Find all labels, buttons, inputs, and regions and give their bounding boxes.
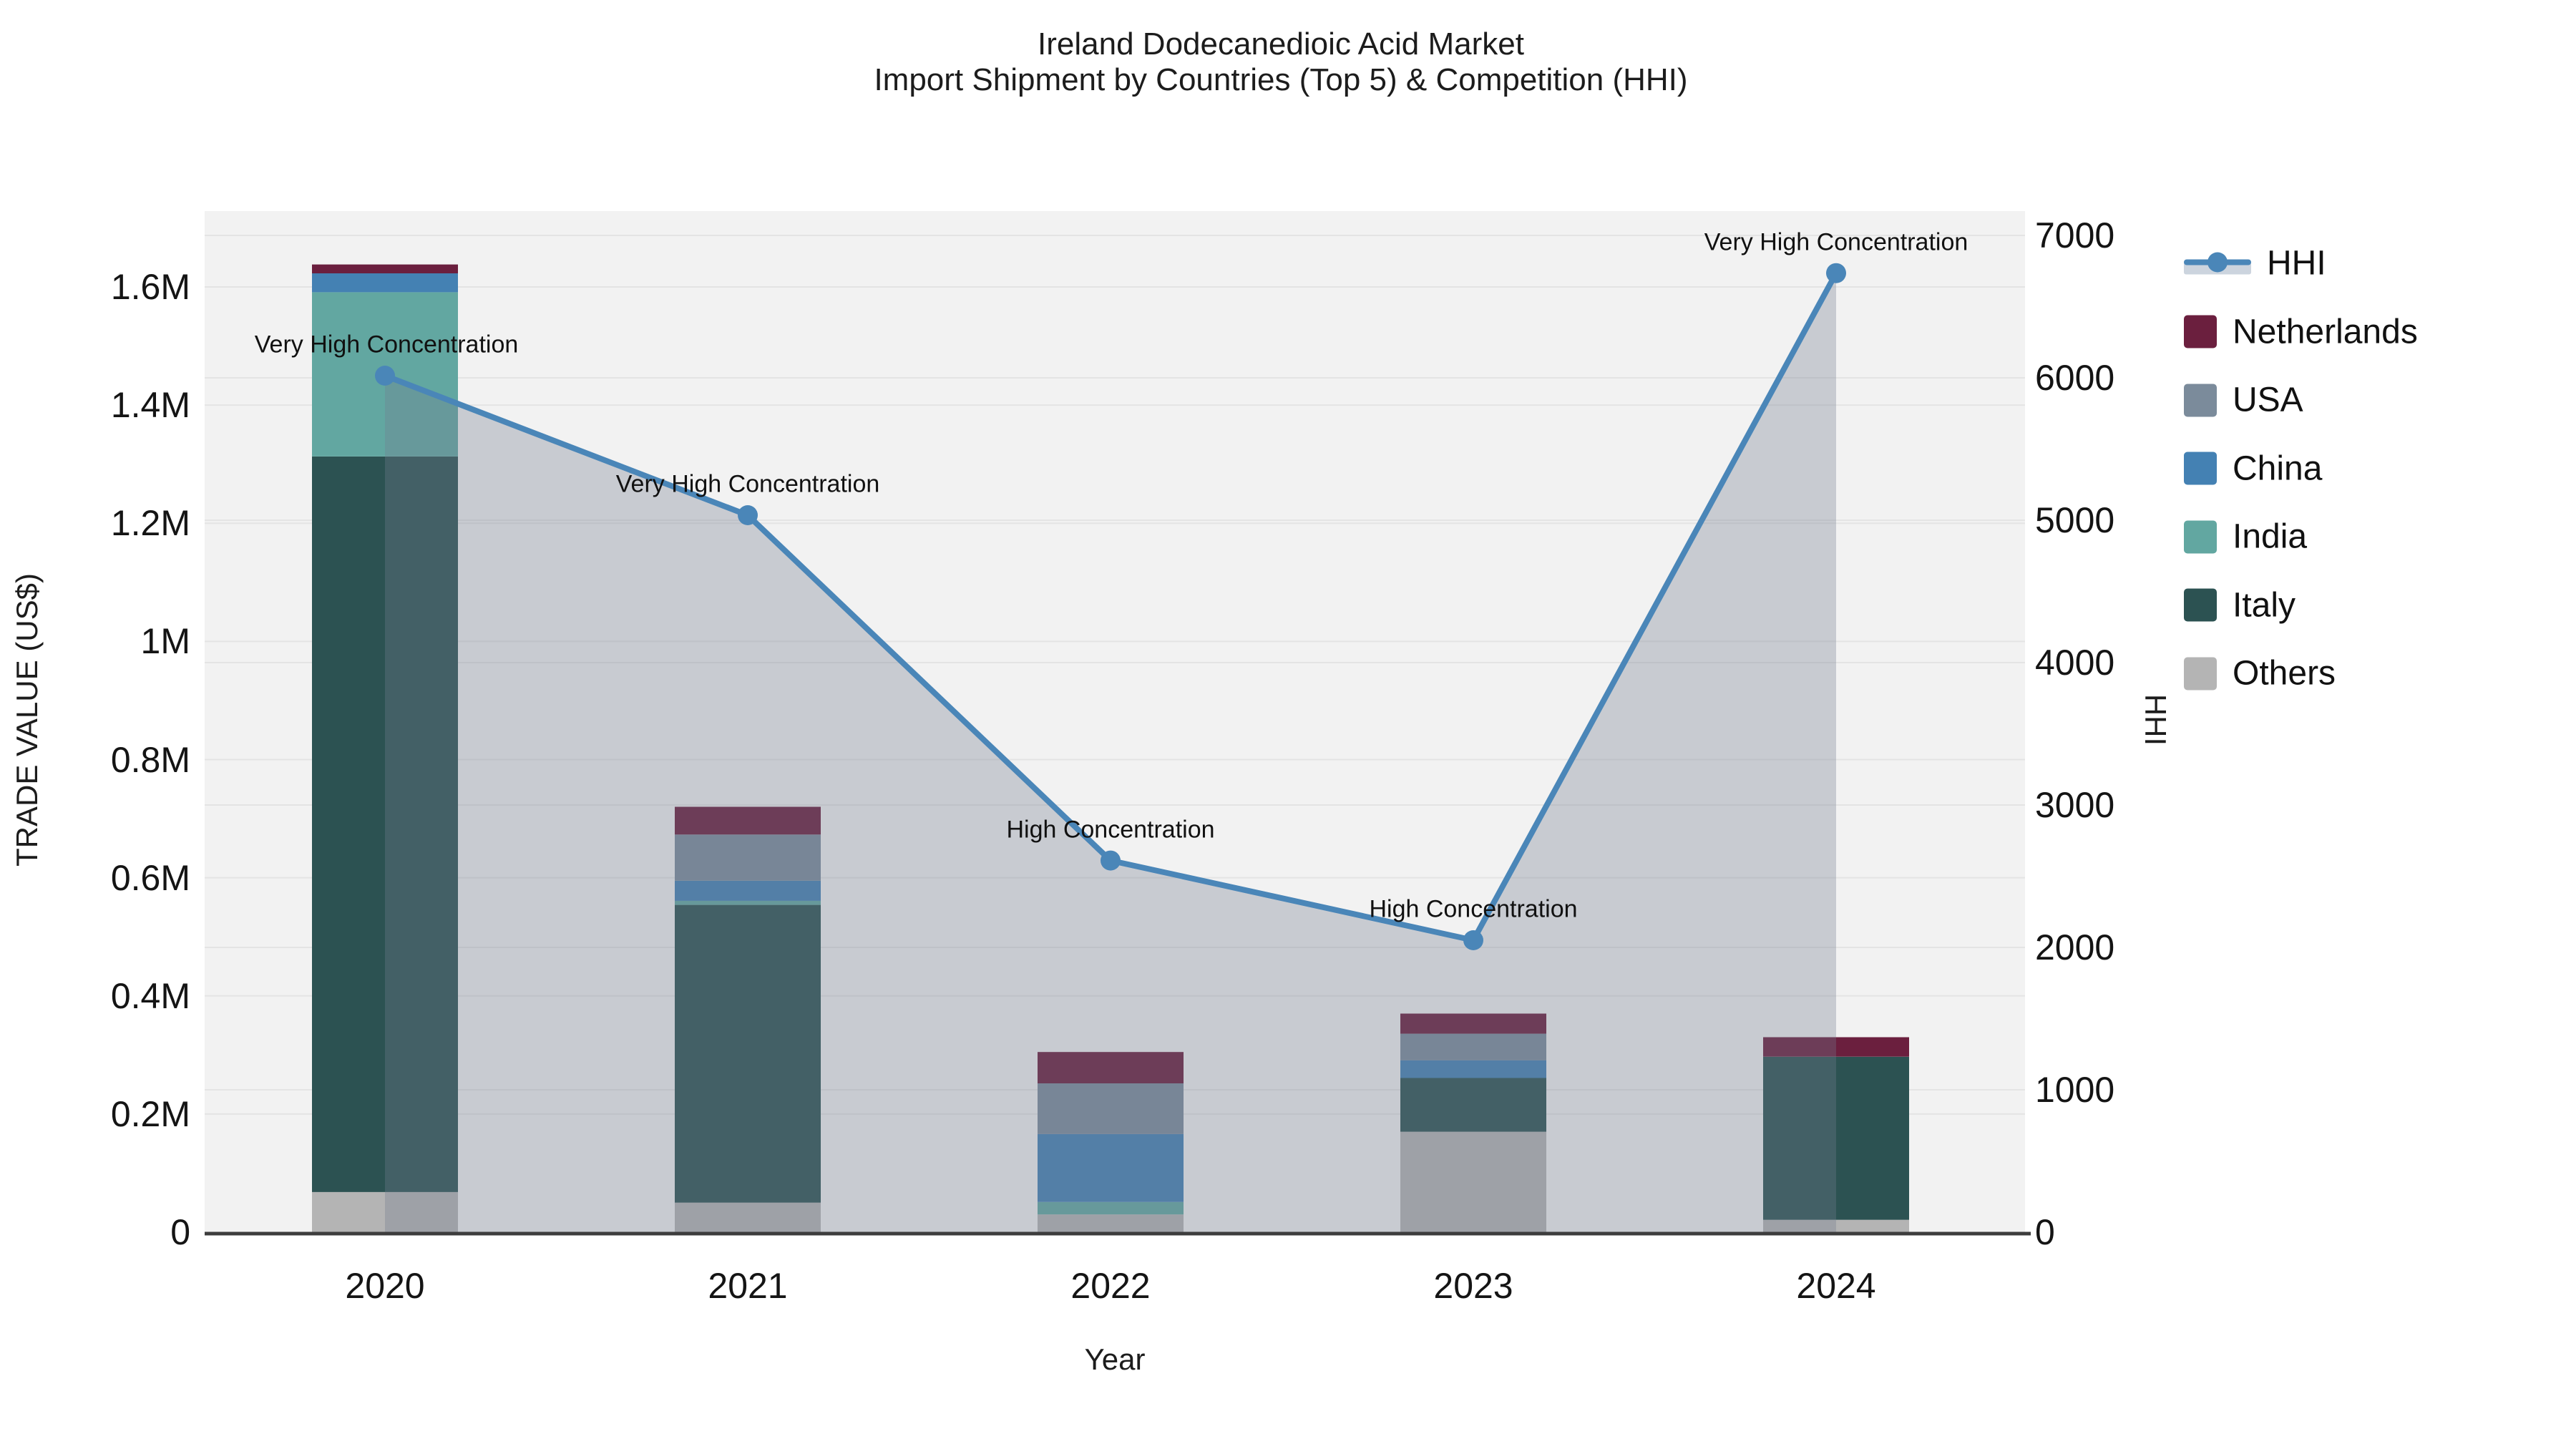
annotation-2021: Very High Concentration (615, 470, 880, 498)
x-axis-tick-2024: 2024 (1796, 1266, 1876, 1306)
bar-segment-china-2023 (1400, 1060, 1546, 1078)
bar-segment-others-2023 (1400, 1131, 1546, 1232)
right-axis-tick-0: 0 (2035, 1212, 2055, 1252)
annotation-2023: High Concentration (1369, 895, 1578, 923)
bar-segment-netherlands-2020 (312, 264, 458, 273)
left-axis-tick-1.6M: 1.6M (110, 267, 190, 307)
legend-item-usa[interactable]: USA (2184, 381, 2303, 420)
right-axis-tick-7000: 7000 (2035, 215, 2115, 255)
hhi-point-2020 (375, 366, 395, 386)
bar-segment-italy-2020 (312, 457, 458, 1192)
bar-segment-india-2021 (675, 900, 821, 905)
x-axis-tick-2020: 2020 (345, 1266, 425, 1306)
legend-label: HHI (2267, 244, 2326, 283)
chart-title-line2: Import Shipment by Countries (Top 5) & C… (874, 62, 1688, 97)
left-axis-tick-1.4M: 1.4M (110, 385, 190, 426)
right-axis-tick-4000: 4000 (2035, 643, 2115, 683)
bar-segment-italy-2021 (675, 904, 821, 1203)
legend-swatch-icon (2184, 315, 2217, 348)
bar-segment-india-2022 (1038, 1201, 1184, 1215)
hhi-point-2022 (1101, 850, 1121, 871)
left-axis-tick-1M: 1M (140, 621, 190, 662)
bar-segment-netherlands-2022 (1038, 1052, 1184, 1083)
right-axis-title: HHI (2139, 693, 2172, 746)
annotation-2020: Very High Concentration (254, 331, 519, 358)
left-axis-tick-0.2M: 0.2M (110, 1093, 190, 1134)
legend-label: USA (2233, 381, 2303, 419)
right-axis-tick-6000: 6000 (2035, 358, 2115, 398)
bar-segment-italy-2023 (1400, 1078, 1546, 1132)
bar-segment-usa-2023 (1400, 1033, 1546, 1060)
x-axis-tick-2022: 2022 (1070, 1266, 1151, 1306)
right-axis-tick-2000: 2000 (2035, 927, 2115, 967)
legend-item-hhi[interactable]: HHI (2184, 244, 2326, 283)
bar-segment-italy-2024 (1763, 1056, 1909, 1220)
bar-segment-others-2022 (1038, 1214, 1184, 1232)
legend-swatch-icon (2184, 588, 2217, 622)
right-axis-tick-5000: 5000 (2035, 500, 2115, 540)
bar-segment-others-2024 (1763, 1219, 1909, 1232)
legend-label: Netherlands (2233, 313, 2418, 351)
bar-segment-china-2022 (1038, 1133, 1184, 1202)
hhi-point-2021 (738, 505, 758, 525)
legend-item-others[interactable]: Others (2184, 654, 2336, 693)
left-axis-tick-0: 0 (170, 1212, 190, 1252)
bar-segment-china-2021 (675, 880, 821, 901)
bar-segment-china-2020 (312, 273, 458, 293)
bar-segment-usa-2021 (675, 834, 821, 881)
x-axis-title: Year (1084, 1342, 1146, 1376)
left-axis-tick-1.2M: 1.2M (110, 503, 190, 544)
legend-item-india[interactable]: India (2184, 517, 2307, 557)
legend-label: Italy (2233, 586, 2296, 624)
chart-title-line1: Ireland Dodecanedioic Acid Market (1038, 26, 1524, 62)
bar-segment-netherlands-2021 (675, 806, 821, 835)
legend-item-italy[interactable]: Italy (2184, 585, 2296, 625)
legend-swatch-icon (2184, 452, 2217, 485)
bar-segment-usa-2022 (1038, 1083, 1184, 1134)
legend-item-netherlands[interactable]: Netherlands (2184, 312, 2418, 351)
legend-label: China (2233, 449, 2323, 487)
legend-item-china[interactable]: China (2184, 449, 2322, 488)
legend-swatch-icon (2184, 657, 2217, 690)
legend-label: Others (2233, 654, 2336, 693)
x-axis-tick-2021: 2021 (708, 1266, 788, 1306)
hhi-line-icon (2184, 247, 2251, 280)
left-axis-tick-0.6M: 0.6M (110, 857, 190, 898)
hhi-point-2024 (1826, 263, 1846, 283)
x-axis-tick-2023: 2023 (1433, 1266, 1513, 1306)
hhi-area (385, 273, 1836, 1233)
legend-swatch-icon (2184, 384, 2217, 416)
right-axis-tick-1000: 1000 (2035, 1070, 2115, 1110)
bar-segment-others-2020 (312, 1191, 458, 1232)
right-axis-tick-3000: 3000 (2035, 785, 2115, 825)
hhi-point-2023 (1463, 930, 1483, 950)
bar-segment-others-2021 (675, 1202, 821, 1232)
left-axis-tick-0.4M: 0.4M (110, 975, 190, 1016)
legend-label: India (2233, 517, 2308, 556)
bar-segment-netherlands-2023 (1400, 1013, 1546, 1034)
legend-swatch-icon (2184, 520, 2217, 553)
annotation-2024: Very High Concentration (1704, 228, 1968, 256)
left-axis-tick-0.8M: 0.8M (110, 739, 190, 780)
annotation-2022: High Concentration (1006, 816, 1215, 844)
bar-segment-netherlands-2024 (1763, 1037, 1909, 1057)
